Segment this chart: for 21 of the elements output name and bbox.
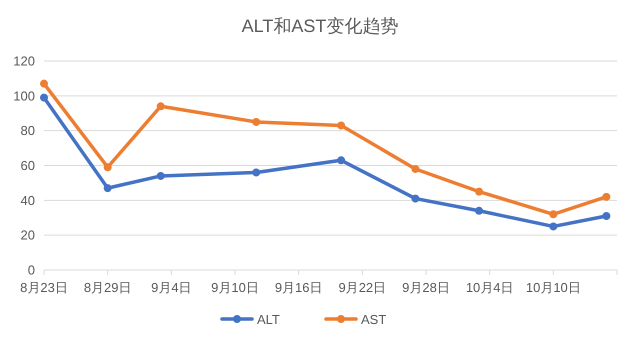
legend-label: ALT: [257, 312, 280, 327]
ytick: 20: [20, 228, 35, 243]
xtick: 10月4日: [466, 280, 514, 295]
xtick: 9月22日: [338, 280, 386, 295]
xtick: 8月29日: [84, 280, 132, 295]
ytick: 60: [20, 158, 35, 173]
xtick: 9月10日: [211, 280, 259, 295]
legend-label: AST: [361, 312, 386, 327]
xtick: 9月28日: [402, 280, 450, 295]
xtick: 9月4日: [151, 280, 192, 295]
ytick: 40: [20, 192, 35, 208]
ytick: 100: [13, 88, 35, 104]
ytick: 120: [13, 54, 35, 68]
legend-item: AST: [324, 312, 386, 327]
ytick: 80: [20, 123, 35, 138]
xtick: 9月16日: [274, 280, 323, 295]
xtick: 10月10日: [526, 280, 581, 295]
legend-item: ALT: [220, 312, 280, 327]
title: ALT和AST变化趋势: [242, 16, 398, 36]
xtick: 8月23日: [20, 280, 68, 295]
ytick: 0: [28, 262, 35, 278]
